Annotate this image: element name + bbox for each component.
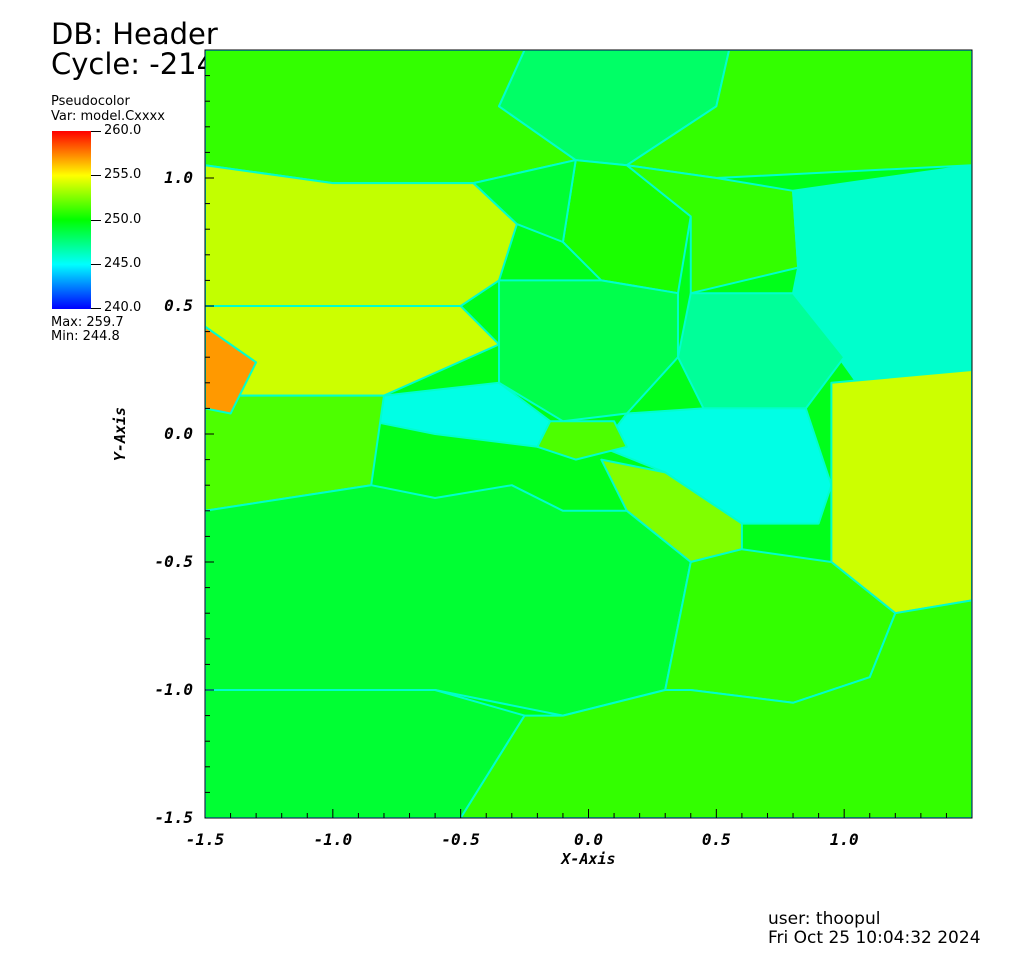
y-tick-label: -0.5 bbox=[154, 552, 193, 571]
y-tick-label: -1.5 bbox=[154, 808, 193, 827]
grain-region bbox=[205, 164, 518, 307]
colorbar-tick bbox=[91, 175, 101, 176]
x-tick-label: 0.5 bbox=[702, 830, 731, 849]
grain-region bbox=[600, 407, 833, 525]
legend-max: Max: 259.7 bbox=[51, 315, 124, 330]
x-tick-label: -0.5 bbox=[441, 830, 480, 849]
colorbar-tick-label: 255.0 bbox=[104, 167, 142, 182]
x-tick-label: 0.0 bbox=[574, 830, 603, 849]
y-tick-label: 0.0 bbox=[164, 424, 193, 443]
user-label: user: thoopul bbox=[768, 909, 881, 929]
timestamp-label: Fri Oct 25 10:04:32 2024 bbox=[768, 928, 981, 948]
grain-layer bbox=[205, 50, 972, 818]
x-tick-label: 1.0 bbox=[830, 830, 859, 849]
x-tick-label: -1.5 bbox=[186, 830, 225, 849]
grain-region bbox=[472, 159, 577, 243]
colorbar-tick-label: 245.0 bbox=[104, 256, 142, 271]
x-tick-label: -1.0 bbox=[314, 830, 353, 849]
grain-region bbox=[205, 305, 501, 397]
y-tick-label: -1.0 bbox=[154, 680, 193, 699]
colorbar-tick-label: 250.0 bbox=[104, 212, 142, 227]
colorbar-tick bbox=[91, 220, 101, 221]
colorbar-tick bbox=[91, 131, 101, 132]
legend-title: Pseudocolor bbox=[51, 94, 130, 109]
y-tick-label: 1.0 bbox=[164, 168, 193, 187]
grain-region bbox=[205, 325, 258, 415]
grain-region bbox=[536, 420, 628, 461]
database-title: DB: Header bbox=[51, 17, 218, 51]
grain-region bbox=[830, 369, 972, 615]
legend-min: Min: 244.8 bbox=[51, 329, 120, 344]
legend-variable: Var: model.Cxxxx bbox=[51, 109, 165, 124]
y-tick-label: 0.5 bbox=[164, 296, 193, 315]
y-axis-title: Y-Axis bbox=[111, 407, 129, 461]
colorbar-tick bbox=[91, 264, 101, 265]
x-axis-title: X-Axis bbox=[559, 850, 615, 868]
colorbar-tick-label: 260.0 bbox=[104, 123, 142, 138]
grain-region bbox=[459, 599, 972, 818]
colorbar-tick bbox=[91, 308, 101, 309]
grain-region bbox=[205, 484, 692, 717]
colorbar bbox=[52, 131, 91, 309]
colorbar-tick-label: 240.0 bbox=[104, 300, 142, 315]
